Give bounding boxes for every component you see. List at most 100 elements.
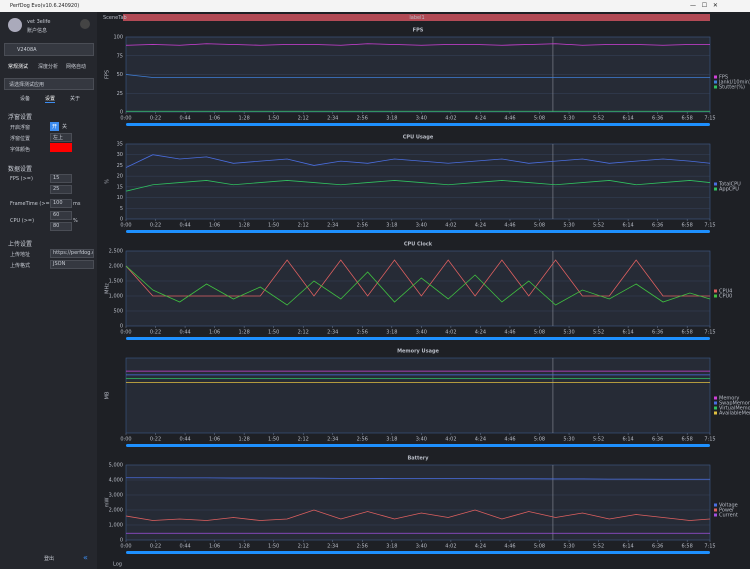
x-tick-label: 5:30	[563, 223, 574, 229]
tab[interactable]: 网络自动	[66, 64, 87, 70]
y-tick-label: 25	[117, 91, 123, 97]
subtab[interactable]: 设置	[45, 96, 56, 103]
series-line	[125, 509, 711, 521]
app-select[interactable]: 请选择测试应用	[4, 78, 94, 90]
legend-label: CPU4	[719, 289, 732, 295]
x-tick-label: 5:08	[534, 116, 545, 122]
add-button[interactable]	[80, 19, 90, 29]
x-tick-label: 3:18	[386, 223, 397, 229]
x-tick-label: 3:18	[386, 330, 397, 336]
device-select[interactable]: V2408A	[4, 43, 94, 56]
x-tick-label: 1:50	[268, 330, 279, 336]
x-tick-label: 6:58	[682, 223, 693, 229]
x-tick-label: 5:52	[593, 116, 604, 122]
x-tick-label: 4:46	[504, 330, 515, 336]
x-tick-label: 0:22	[150, 330, 161, 336]
legend-label: AppCPU	[719, 187, 739, 193]
x-tick-label: 7:15	[704, 544, 715, 550]
x-tick-label: 6:36	[652, 437, 663, 443]
tab[interactable]: SceneTab	[103, 15, 127, 21]
x-tick-label: 0:00	[120, 437, 131, 443]
x-tick-label: 6:36	[652, 544, 663, 550]
x-tick-label: 0:44	[179, 116, 190, 122]
input[interactable]: 60	[50, 211, 72, 220]
x-tick-label: 1:50	[268, 223, 279, 229]
legend-label: SwapMemory	[719, 401, 750, 407]
window-controls[interactable]: — ☐ ✕	[690, 2, 718, 9]
label: label1	[409, 15, 424, 21]
subtab[interactable]: 设备	[20, 96, 31, 102]
series-line	[126, 477, 710, 480]
x-tick-label: 4:02	[445, 223, 456, 229]
x-tick-label: 5:30	[563, 544, 574, 550]
y-axis-label: %	[105, 179, 111, 184]
x-tick-label: 6:36	[652, 330, 663, 336]
legend-label: Current	[719, 513, 738, 519]
legend-swatch	[714, 508, 717, 512]
y-tick-label: 3,000	[109, 493, 123, 499]
x-tick-label: 5:08	[534, 223, 545, 229]
input[interactable]: 25	[50, 185, 72, 194]
x-tick-label: 6:58	[682, 544, 693, 550]
toggle-on[interactable]: 开	[50, 122, 60, 131]
y-tick-label: 0	[120, 324, 123, 330]
color-swatch[interactable]	[50, 143, 72, 152]
tab[interactable]: 常规测试	[8, 64, 29, 70]
position-select[interactable]: 左上	[50, 133, 72, 142]
log[interactable]: Log	[113, 562, 122, 568]
x-tick-label: 4:24	[475, 330, 486, 336]
legend-swatch	[714, 411, 717, 415]
app-select-text: 请选择测试应用	[9, 82, 45, 88]
x-tick-label: 0:00	[120, 544, 131, 550]
sidebar: vet 3elife 账户信息 V2408A 常规测试 深度分析 网络自动 请选…	[0, 12, 97, 569]
toggle-off[interactable]: 关	[62, 124, 68, 130]
x-tick-label: 1:28	[239, 544, 250, 550]
chart-title: FPS	[413, 28, 424, 34]
x-tick-label: 6:14	[622, 116, 633, 122]
legend-label: VirtualMemory	[719, 406, 750, 412]
subtab[interactable]: 关于	[70, 96, 81, 102]
x-tick-label: 0:44	[179, 330, 190, 336]
y-axis-label: MHz	[105, 283, 111, 294]
x-tick-label: 2:12	[298, 116, 309, 122]
series-line	[125, 259, 710, 297]
plot-area	[125, 250, 711, 327]
avatar	[8, 18, 22, 32]
x-tick-label: 4:46	[504, 116, 515, 122]
input[interactable]: 100	[50, 199, 72, 208]
logout[interactable]: 登出	[44, 556, 55, 562]
y-tick-label: 0	[120, 217, 123, 223]
chart-title: CPU Usage	[403, 135, 434, 141]
legend-swatch	[714, 289, 717, 293]
legend-label: AvailableMemory	[719, 411, 750, 417]
account-info[interactable]: 账户信息	[27, 28, 48, 34]
section-title: 上传设置	[8, 241, 33, 248]
plot-area	[125, 143, 711, 220]
x-tick-label: 1:06	[209, 116, 220, 122]
x-tick-label: 5:52	[593, 544, 604, 550]
x-tick-label: 3:18	[386, 437, 397, 443]
legend-swatch	[714, 80, 717, 84]
legend-label: Voltage	[719, 503, 738, 509]
label: 字体颜色	[10, 147, 31, 153]
x-tick-label: 6:58	[682, 437, 693, 443]
x-tick-label: 7:15	[704, 330, 715, 336]
series-line	[125, 265, 711, 306]
x-tick-label: 5:08	[534, 330, 545, 336]
input[interactable]: 15	[50, 174, 72, 183]
collapse[interactable]: «	[83, 553, 88, 562]
x-tick-label: 2:12	[298, 330, 309, 336]
tab[interactable]: 深度分析	[38, 64, 59, 70]
plot-area	[125, 464, 711, 541]
input[interactable]: https://perfdog.q	[50, 249, 94, 258]
x-tick-label: 2:34	[327, 223, 338, 229]
format-select[interactable]: JSON	[50, 260, 94, 269]
x-tick-label: 5:30	[563, 116, 574, 122]
y-tick-label: 2,500	[109, 249, 123, 255]
y-tick-label: 500	[113, 309, 123, 315]
input[interactable]: 80	[50, 222, 72, 231]
legend-swatch	[714, 503, 717, 507]
x-tick-label: 7:15	[704, 223, 715, 229]
y-axis-label: FPS	[105, 70, 111, 79]
